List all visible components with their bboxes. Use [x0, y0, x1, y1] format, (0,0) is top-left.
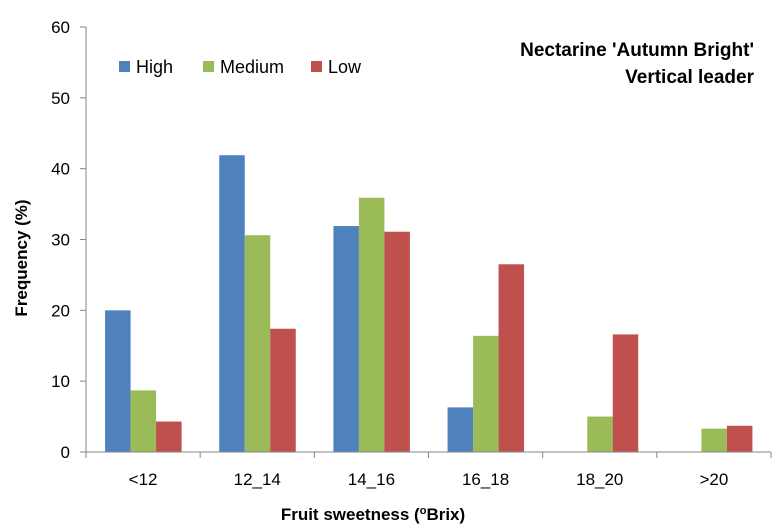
bar-high-4 [447, 407, 474, 453]
chart-title-line-2: Vertical leader [625, 67, 754, 88]
bar-low-5 [612, 334, 639, 452]
x-tick-label: 16_18 [462, 470, 509, 489]
x-axis-title: Fruit sweetness (oBrix) [281, 505, 465, 524]
bar-high-1 [105, 310, 131, 452]
bar-medium-3 [358, 197, 385, 452]
legend: High Medium Low [119, 57, 362, 77]
bar-medium-4 [473, 335, 499, 452]
bar-low-4 [498, 264, 525, 452]
legend-swatch-low [311, 61, 322, 72]
y-tick-labels: 0 10 20 30 40 50 60 [51, 18, 70, 462]
y-tick-label: 50 [51, 89, 70, 108]
bar-medium-6 [701, 428, 727, 453]
bar-high-2 [219, 155, 245, 452]
y-tick-label: 10 [51, 372, 70, 391]
bar-medium-5 [587, 416, 613, 452]
y-tick-label: 60 [51, 18, 70, 37]
bars-group [105, 155, 753, 453]
bar-low-6 [726, 425, 753, 452]
x-axis-title-prefix: Fruit sweetness ( [281, 505, 420, 524]
y-tick-label: 20 [51, 301, 70, 320]
x-tick-label: 14_16 [348, 470, 395, 489]
y-tick-label: 40 [51, 160, 70, 179]
y-tick-label: 30 [51, 231, 70, 250]
x-axis-title-degree: o [420, 505, 427, 517]
x-tick-labels: <12 12_14 14_16 16_18 18_20 >20 [129, 470, 729, 489]
bar-medium-2 [244, 235, 271, 452]
legend-label-low: Low [328, 57, 362, 77]
chart-title-line-1: Nectarine 'Autumn Bright' [520, 40, 754, 61]
x-axis-title-suffix: Brix) [426, 505, 465, 524]
x-tick-label: >20 [699, 470, 728, 489]
y-tick-label: 0 [61, 443, 70, 462]
axes-group [80, 26, 772, 458]
x-tick-label: <12 [129, 470, 158, 489]
legend-swatch-medium [203, 61, 214, 72]
bar-low-2 [270, 328, 296, 452]
legend-label-medium: Medium [220, 57, 284, 77]
bar-low-3 [384, 231, 410, 452]
x-tick-label: 12_14 [234, 470, 281, 489]
bar-low-1 [156, 421, 182, 452]
x-tick-label: 18_20 [576, 470, 623, 489]
legend-swatch-high [119, 61, 130, 72]
bar-high-3 [333, 226, 359, 452]
bar-medium-1 [130, 390, 157, 453]
legend-label-high: High [136, 57, 173, 77]
y-axis-title: Frequency (%) [12, 199, 31, 316]
